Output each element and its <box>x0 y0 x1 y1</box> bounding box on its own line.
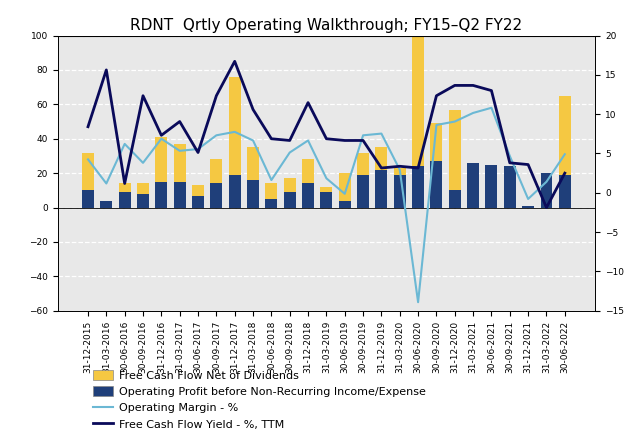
Bar <box>100 201 112 208</box>
Bar <box>394 175 406 208</box>
Bar <box>228 77 241 175</box>
Bar <box>376 147 387 170</box>
Bar <box>467 163 479 208</box>
Bar <box>82 190 94 208</box>
Bar <box>284 192 296 208</box>
Bar <box>156 137 167 182</box>
Bar <box>394 168 406 175</box>
Bar <box>339 173 351 201</box>
Bar <box>192 195 204 208</box>
Bar <box>247 147 259 180</box>
Bar <box>431 161 442 208</box>
Legend: Free Cash Flow Net of Dividends, Operating Profit before Non-Recurring Income/Ex: Free Cash Flow Net of Dividends, Operati… <box>89 365 430 434</box>
Bar <box>118 192 131 208</box>
Bar <box>137 194 149 208</box>
Bar <box>559 96 571 175</box>
Bar <box>211 183 222 208</box>
Bar <box>541 173 552 208</box>
Bar <box>156 182 167 208</box>
Bar <box>247 180 259 208</box>
Bar <box>449 110 461 190</box>
Bar <box>376 170 387 208</box>
Bar <box>504 166 516 208</box>
Bar <box>357 153 369 175</box>
Bar <box>137 183 149 194</box>
Bar <box>431 123 442 161</box>
Bar <box>449 190 461 208</box>
Bar <box>118 183 131 192</box>
Bar <box>522 206 534 208</box>
Bar <box>192 185 204 195</box>
Bar <box>357 175 369 208</box>
Bar <box>266 183 277 199</box>
Bar <box>266 199 277 208</box>
Bar <box>559 175 571 208</box>
Bar <box>321 187 332 192</box>
Bar <box>302 159 314 183</box>
Bar <box>321 192 332 208</box>
Bar <box>173 144 186 182</box>
Bar <box>228 175 241 208</box>
Bar <box>339 201 351 208</box>
Bar <box>211 159 222 183</box>
Bar <box>82 153 94 190</box>
Bar <box>173 182 186 208</box>
Bar <box>284 178 296 192</box>
Bar <box>486 165 497 208</box>
Bar <box>412 166 424 208</box>
Title: RDNT  Qrtly Operating Walkthrough; FY15–Q2 FY22: RDNT Qrtly Operating Walkthrough; FY15–Q… <box>131 18 522 33</box>
Bar <box>302 183 314 208</box>
Bar <box>412 34 424 166</box>
